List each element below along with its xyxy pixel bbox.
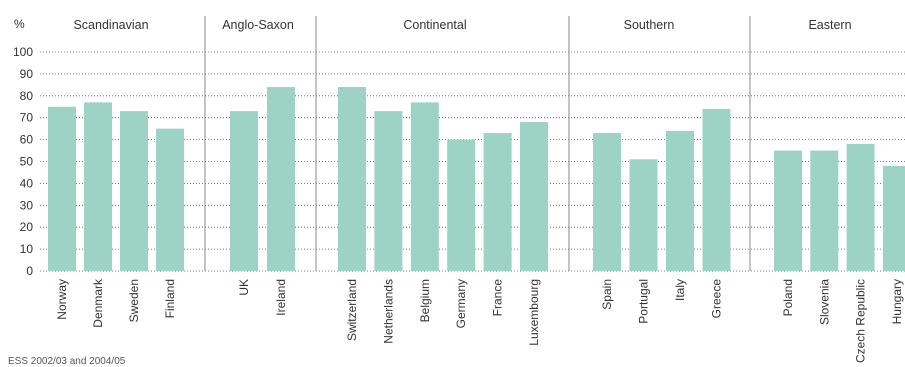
bar: [702, 108, 731, 271]
bar: [593, 133, 621, 271]
category-label: Czech Republic: [854, 279, 868, 363]
y-tick-label: 10: [20, 242, 34, 256]
category-label: Luxembourg: [527, 279, 541, 346]
category-label: Italy: [673, 279, 687, 301]
category-label: Poland: [781, 279, 795, 316]
category-label: Ireland: [274, 279, 288, 316]
bar: [338, 87, 366, 271]
bar: [48, 106, 76, 271]
group-label: Anglo-Saxon: [222, 18, 294, 32]
bar: [230, 111, 258, 271]
y-tick-label: 70: [20, 111, 34, 125]
group-dividers: [204, 16, 751, 271]
bar: [156, 128, 184, 271]
group-label: Southern: [624, 18, 675, 32]
bar: [447, 139, 476, 271]
y-tick-label: 60: [20, 133, 34, 147]
y-tick-label: 40: [20, 176, 34, 190]
category-label: Finland: [163, 279, 177, 318]
group-label: Eastern: [808, 18, 851, 32]
category-label: Spain: [600, 279, 614, 310]
group-label: Continental: [403, 18, 466, 32]
group-labels: Scandinavian Anglo-Saxon Continental Southe…: [73, 18, 851, 32]
category-label: Switzerland: [345, 279, 359, 341]
source-note: ESS 2002/03 and 2004/05: [8, 356, 126, 367]
bar: [774, 150, 802, 271]
category-label: Belgium: [418, 279, 432, 322]
bar: [846, 143, 875, 271]
category-label: Sweden: [127, 279, 141, 322]
category-label: Denmark: [91, 278, 105, 328]
bar: [483, 133, 512, 271]
y-tick-label: 100: [13, 45, 33, 59]
bar: [410, 102, 439, 272]
y-tick-label: 90: [20, 67, 34, 81]
bar: [520, 122, 548, 271]
y-tick-label: 30: [20, 198, 34, 212]
y-tick-label: 80: [20, 89, 34, 103]
category-label: Netherlands: [381, 279, 395, 344]
y-tick-label: 50: [20, 155, 34, 169]
category-label: Portugal: [637, 279, 651, 324]
category-label: Hungary: [890, 279, 904, 324]
category-label: Greece: [710, 279, 724, 319]
category-label: UK: [237, 279, 251, 296]
y-tick-label: 0: [26, 264, 33, 278]
bar: [882, 165, 905, 271]
y-axis: 0 10 20 30 40 50 60 70 80 90 100: [13, 45, 33, 278]
bars: [48, 87, 905, 272]
category-label: Germany: [454, 279, 468, 328]
group-label: Scandinavian: [73, 18, 148, 32]
bar: [374, 111, 403, 271]
category-label: Norway: [55, 279, 69, 320]
bar: [84, 102, 112, 272]
category-label: Slovenia: [817, 279, 831, 325]
bar: [120, 111, 148, 271]
bar: [629, 159, 658, 271]
bar: [267, 87, 295, 271]
category-labels: Norway Denmark Sweden Finland UK Ireland Switz…: [55, 278, 904, 363]
bar: [666, 130, 694, 271]
category-label: France: [491, 279, 505, 317]
y-axis-unit-label: %: [14, 17, 25, 31]
bar: [810, 150, 839, 271]
y-tick-label: 20: [20, 220, 34, 234]
